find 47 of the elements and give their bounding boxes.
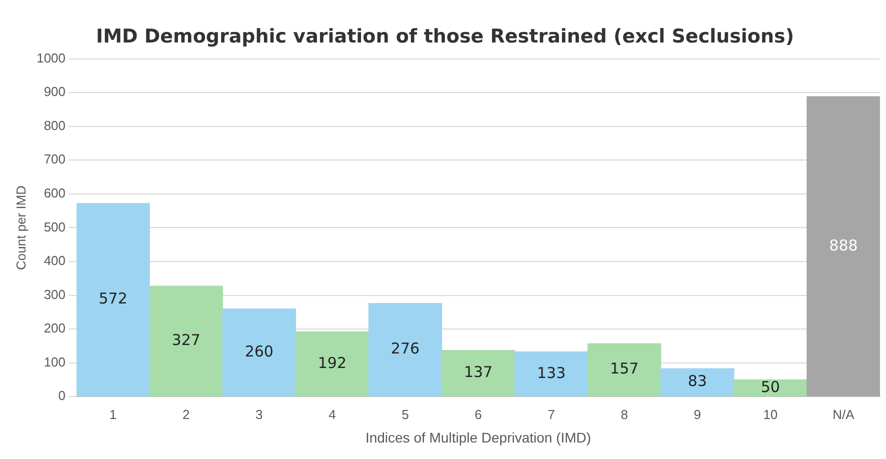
- y-tick-label: 400: [44, 253, 66, 268]
- x-tick-label: 1: [109, 406, 117, 422]
- x-tick-label: 9: [694, 406, 702, 422]
- x-tick-label: 3: [256, 406, 263, 422]
- y-tick-label: 200: [44, 320, 66, 336]
- y-tick-label: 900: [44, 84, 66, 100]
- bar: [587, 343, 662, 396]
- data-label: 157: [610, 360, 639, 378]
- y-tick-label: 500: [44, 219, 66, 234]
- chart-title: IMD Demographic variation of those Restrained (excl Seclusions): [96, 25, 794, 48]
- bar: [514, 351, 588, 396]
- data-label: 83: [688, 372, 707, 390]
- x-tick-label: 6: [474, 406, 482, 422]
- x-tick-label: 2: [182, 406, 190, 422]
- data-label: 327: [172, 331, 200, 350]
- bar: [76, 203, 150, 396]
- bar: [660, 368, 734, 396]
- x-tick-label: 8: [620, 406, 628, 422]
- data-label: 50: [760, 378, 780, 396]
- bar: [368, 303, 442, 396]
- x-tick-label: 7: [548, 406, 555, 422]
- data-label: 572: [98, 290, 128, 308]
- y-tick-label: 1000: [36, 50, 66, 66]
- y-tick-label: 300: [44, 286, 66, 302]
- bar: [806, 96, 880, 396]
- bar: [734, 379, 808, 396]
- x-tick-label: 10: [763, 406, 778, 422]
- data-label: 133: [536, 364, 566, 382]
- data-label: 260: [244, 342, 274, 360]
- bar: [441, 350, 516, 396]
- y-tick-label: 600: [44, 186, 66, 200]
- x-tick-label: N/A: [832, 406, 855, 422]
- bar: [295, 331, 370, 396]
- bar: [149, 286, 223, 396]
- y-axis-title: Count per IMD: [13, 185, 28, 270]
- y-tick-label: 0: [58, 388, 66, 404]
- data-label: 276: [390, 340, 420, 358]
- data-label: 192: [318, 354, 346, 372]
- data-label: 888: [829, 236, 858, 254]
- x-axis-title: Indices of Multiple Deprivation (IMD): [365, 429, 592, 446]
- x-tick-label: 4: [328, 406, 336, 422]
- bar: [222, 308, 296, 396]
- y-tick-label: 100: [44, 354, 66, 370]
- x-tick-label: 5: [402, 406, 409, 422]
- data-label: 137: [464, 363, 493, 382]
- y-tick-label: 700: [44, 152, 66, 167]
- y-tick-label: 800: [44, 118, 66, 133]
